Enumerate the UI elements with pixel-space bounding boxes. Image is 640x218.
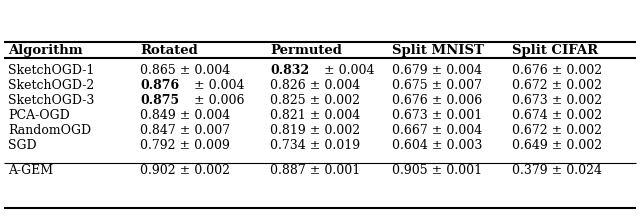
Text: 0.847 ± 0.007: 0.847 ± 0.007	[140, 124, 230, 136]
Text: 0.792 ± 0.009: 0.792 ± 0.009	[140, 138, 230, 152]
Text: 0.865 ± 0.004: 0.865 ± 0.004	[140, 63, 230, 77]
Text: 0.379 ± 0.024: 0.379 ± 0.024	[512, 164, 602, 177]
Text: Rotated: Rotated	[140, 44, 198, 56]
Text: SGD: SGD	[8, 138, 36, 152]
Text: Algorithm: Algorithm	[8, 44, 83, 56]
Text: A-GEM: A-GEM	[8, 164, 53, 177]
Text: Split CIFAR: Split CIFAR	[512, 44, 598, 56]
Text: 0.875: 0.875	[140, 94, 179, 107]
Text: 0.821 ± 0.004: 0.821 ± 0.004	[270, 109, 360, 121]
Text: RandomOGD: RandomOGD	[8, 124, 91, 136]
Text: 0.819 ± 0.002: 0.819 ± 0.002	[270, 124, 360, 136]
Text: 0.902 ± 0.002: 0.902 ± 0.002	[140, 164, 230, 177]
Text: ± 0.004: ± 0.004	[191, 78, 245, 92]
Text: 0.876: 0.876	[140, 78, 179, 92]
Text: 0.679 ± 0.004: 0.679 ± 0.004	[392, 63, 482, 77]
Text: 0.887 ± 0.001: 0.887 ± 0.001	[270, 164, 360, 177]
Text: SketchOGD-2: SketchOGD-2	[8, 78, 94, 92]
Text: 0.734 ± 0.019: 0.734 ± 0.019	[270, 138, 360, 152]
Text: SketchOGD-1: SketchOGD-1	[8, 63, 94, 77]
Text: 0.826 ± 0.004: 0.826 ± 0.004	[270, 78, 360, 92]
Text: ± 0.006: ± 0.006	[191, 94, 245, 107]
Text: 0.673 ± 0.002: 0.673 ± 0.002	[512, 94, 602, 107]
Text: 0.649 ± 0.002: 0.649 ± 0.002	[512, 138, 602, 152]
Text: 0.672 ± 0.002: 0.672 ± 0.002	[512, 124, 602, 136]
Text: SketchOGD-3: SketchOGD-3	[8, 94, 94, 107]
Text: PCA-OGD: PCA-OGD	[8, 109, 70, 121]
Text: 0.673 ± 0.001: 0.673 ± 0.001	[392, 109, 483, 121]
Text: 0.604 ± 0.003: 0.604 ± 0.003	[392, 138, 483, 152]
Text: Permuted: Permuted	[270, 44, 342, 56]
Text: 0.832: 0.832	[270, 63, 309, 77]
Text: 0.825 ± 0.002: 0.825 ± 0.002	[270, 94, 360, 107]
Text: 0.905 ± 0.001: 0.905 ± 0.001	[392, 164, 482, 177]
Text: 0.672 ± 0.002: 0.672 ± 0.002	[512, 78, 602, 92]
Text: 0.849 ± 0.004: 0.849 ± 0.004	[140, 109, 230, 121]
Text: 0.676 ± 0.002: 0.676 ± 0.002	[512, 63, 602, 77]
Text: 0.675 ± 0.007: 0.675 ± 0.007	[392, 78, 482, 92]
Text: 0.667 ± 0.004: 0.667 ± 0.004	[392, 124, 483, 136]
Text: Split MNIST: Split MNIST	[392, 44, 484, 56]
Text: 0.674 ± 0.002: 0.674 ± 0.002	[512, 109, 602, 121]
Text: ± 0.004: ± 0.004	[321, 63, 375, 77]
Text: 0.676 ± 0.006: 0.676 ± 0.006	[392, 94, 483, 107]
